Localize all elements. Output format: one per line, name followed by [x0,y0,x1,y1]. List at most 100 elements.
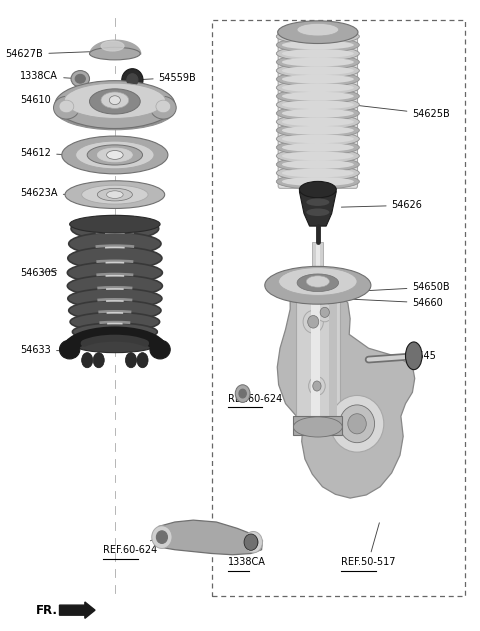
Ellipse shape [282,160,354,169]
Text: 54625B: 54625B [353,105,450,119]
Ellipse shape [406,342,422,370]
Ellipse shape [89,89,140,114]
Ellipse shape [55,81,175,129]
Ellipse shape [67,275,162,297]
Ellipse shape [282,66,354,75]
Ellipse shape [348,414,366,434]
Ellipse shape [276,63,360,78]
Ellipse shape [282,151,354,160]
Ellipse shape [59,100,74,113]
Text: 54630S: 54630S [20,268,57,278]
FancyBboxPatch shape [278,30,358,188]
Ellipse shape [82,353,93,368]
Ellipse shape [297,274,338,292]
Ellipse shape [64,83,166,119]
Ellipse shape [53,97,79,119]
Ellipse shape [282,40,354,49]
Ellipse shape [235,385,250,403]
Ellipse shape [282,57,354,66]
Ellipse shape [150,97,176,119]
Ellipse shape [276,106,360,121]
Ellipse shape [296,418,340,433]
Ellipse shape [282,49,354,58]
Ellipse shape [152,526,172,548]
Ellipse shape [93,353,104,368]
Ellipse shape [276,29,360,44]
Ellipse shape [278,268,357,295]
Ellipse shape [276,88,360,103]
Ellipse shape [89,47,140,60]
Ellipse shape [82,185,148,204]
Ellipse shape [276,46,360,61]
Ellipse shape [101,92,129,109]
Ellipse shape [156,531,168,543]
Ellipse shape [282,134,354,143]
Text: 1338CA: 1338CA [20,71,77,81]
Ellipse shape [68,247,162,269]
Ellipse shape [308,316,319,328]
Ellipse shape [71,217,159,240]
Polygon shape [154,520,263,555]
Ellipse shape [282,168,354,177]
Ellipse shape [97,188,132,201]
Ellipse shape [309,377,325,396]
Bar [312,242,324,281]
Text: 54633: 54633 [20,345,61,355]
Ellipse shape [293,417,342,437]
Text: 54650B: 54650B [353,282,450,292]
Ellipse shape [239,389,246,398]
Ellipse shape [276,131,360,146]
Text: 54627B: 54627B [6,49,105,59]
Ellipse shape [276,174,360,189]
Ellipse shape [150,340,170,359]
Ellipse shape [282,177,354,186]
Ellipse shape [107,191,123,198]
Ellipse shape [249,536,258,548]
Ellipse shape [67,262,162,283]
Ellipse shape [282,91,354,100]
Text: 54559B: 54559B [135,73,196,83]
Ellipse shape [69,232,161,255]
Ellipse shape [316,303,333,322]
Ellipse shape [306,198,329,206]
Ellipse shape [125,353,136,368]
Bar [316,245,320,278]
Text: REF.50-517: REF.50-517 [341,523,396,567]
Ellipse shape [276,71,360,86]
Ellipse shape [60,340,80,359]
Ellipse shape [276,140,360,155]
Bar [296,292,340,426]
Ellipse shape [300,181,336,198]
Ellipse shape [313,381,321,391]
Ellipse shape [282,117,354,126]
Ellipse shape [306,208,329,216]
Ellipse shape [282,109,354,117]
Ellipse shape [107,151,123,160]
Text: 54645: 54645 [392,351,436,362]
FancyArrow shape [60,602,95,618]
Ellipse shape [97,148,132,162]
Ellipse shape [156,100,171,113]
Ellipse shape [303,310,324,333]
Ellipse shape [127,74,138,86]
Ellipse shape [55,90,175,130]
Ellipse shape [330,396,384,452]
Ellipse shape [306,276,329,287]
Ellipse shape [282,100,354,109]
Ellipse shape [276,114,360,129]
Ellipse shape [276,123,360,138]
Bar [311,297,320,421]
Ellipse shape [282,126,354,135]
Ellipse shape [276,97,360,112]
Ellipse shape [276,80,360,95]
Text: 54626: 54626 [341,200,422,210]
Polygon shape [277,287,415,498]
Polygon shape [300,191,336,226]
Ellipse shape [72,323,157,341]
Text: 1338CA: 1338CA [214,545,266,567]
Text: 54660: 54660 [353,298,443,308]
Bar [293,416,342,435]
Ellipse shape [62,136,168,174]
Ellipse shape [87,145,143,165]
Ellipse shape [69,300,161,321]
